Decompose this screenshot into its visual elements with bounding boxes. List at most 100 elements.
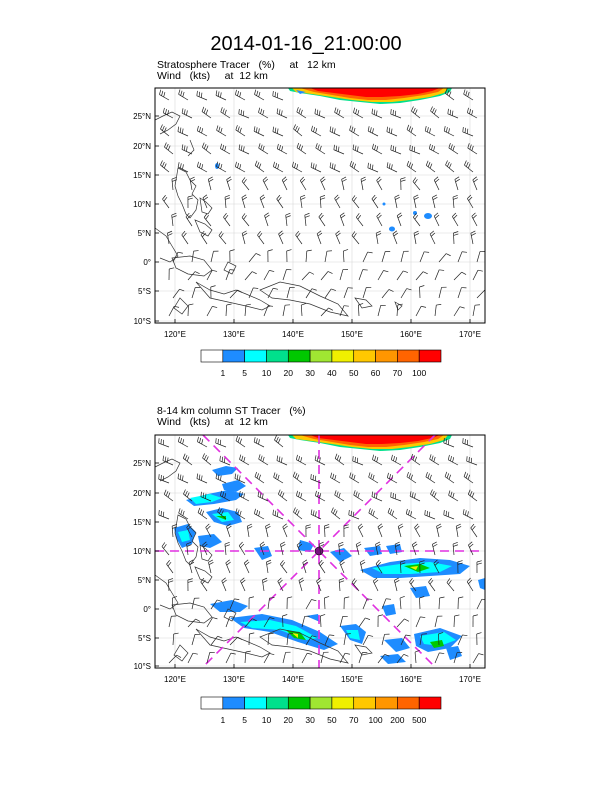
wind-barb	[377, 654, 386, 664]
wind-barb	[443, 442, 455, 448]
wind-barb	[334, 198, 341, 209]
wind-barb	[248, 253, 257, 263]
wind-barb	[241, 217, 250, 227]
wind-barb	[330, 477, 341, 484]
wind-barb	[334, 458, 345, 466]
wind-barb	[224, 197, 227, 209]
lon-tick-label: 120°E	[164, 675, 186, 684]
wind-barb	[396, 654, 405, 664]
wind-barb	[413, 217, 421, 227]
wind-barb	[163, 112, 174, 119]
wind-barb	[172, 252, 179, 263]
lat-tick-label: 5°N	[138, 576, 152, 585]
wind-barb	[197, 130, 208, 137]
lon-tick-label: 140°E	[282, 330, 304, 339]
wind-barb	[372, 148, 383, 155]
wind-barb	[434, 616, 438, 628]
wind-barb	[264, 215, 269, 227]
bottom-coastlines	[155, 458, 373, 664]
wind-barb	[324, 288, 332, 299]
wind-barb	[375, 563, 383, 574]
wind-barb	[240, 580, 246, 592]
wind-barb	[430, 493, 440, 502]
lon-tick-label: 170°E	[459, 330, 481, 339]
wind-barb	[286, 287, 291, 299]
wind-barb	[315, 495, 326, 502]
wind-barb	[339, 616, 344, 628]
lat-tick-label: 15°N	[133, 171, 151, 180]
wind-barb	[200, 581, 208, 592]
wind-barb	[438, 253, 447, 263]
wind-barb	[229, 289, 238, 299]
wind-barb	[257, 496, 269, 502]
wind-barb	[371, 198, 379, 209]
colorbar-label: 70	[393, 368, 403, 378]
wind-barb	[197, 512, 208, 520]
wind-barb	[390, 113, 402, 119]
wind-barb	[177, 131, 189, 137]
wind-barb	[258, 458, 269, 466]
lat-tick-label: 15°N	[133, 518, 151, 527]
wind-barb	[434, 652, 440, 664]
wind-barb	[433, 179, 440, 191]
wind-barb	[358, 652, 363, 664]
wind-barb	[468, 494, 478, 502]
colorbar-label: 20	[284, 715, 294, 725]
wind-barb	[362, 598, 368, 610]
wind-barb	[243, 562, 250, 574]
colorbar-swatch	[331, 349, 355, 363]
bottom-tracer-field	[174, 435, 485, 664]
wind-barb	[263, 653, 270, 664]
wind-barb	[425, 130, 436, 137]
wind-barb	[371, 496, 383, 502]
wind-barb	[468, 544, 474, 556]
colorbar-swatch	[331, 696, 355, 710]
wind-barb	[253, 130, 265, 137]
wind-barb	[305, 635, 313, 646]
wind-barb	[362, 251, 368, 263]
wind-barb	[338, 544, 341, 556]
wind-barb	[324, 525, 326, 538]
wind-barb	[282, 652, 286, 664]
wind-barb	[286, 634, 289, 646]
wind-barb	[239, 459, 250, 466]
wind-barb	[352, 460, 364, 466]
wind-barb	[429, 458, 440, 466]
wind-barb	[177, 166, 189, 173]
wind-barb	[267, 598, 270, 610]
colorbar-label: 100	[368, 715, 382, 725]
wind-barb	[472, 653, 479, 664]
lat-tick-label: 0°	[143, 258, 151, 267]
colorbar-label: 50	[327, 715, 337, 725]
lat-tick-label: 10°S	[134, 317, 151, 326]
colorbar-swatch	[222, 349, 245, 363]
wind-barb	[206, 270, 213, 281]
wind-barb	[305, 251, 308, 263]
wind-barb	[452, 197, 455, 209]
colorbar-swatch	[418, 696, 442, 710]
wind-barb	[296, 495, 307, 502]
wind-barb	[470, 233, 474, 245]
wind-barb	[476, 598, 483, 610]
wind-barb	[338, 580, 341, 592]
wind-barb	[263, 270, 270, 281]
wind-barb	[229, 636, 238, 646]
wind-barb	[224, 544, 227, 556]
wind-barb	[191, 634, 196, 646]
wind-barb	[244, 271, 253, 281]
wind-barb	[372, 459, 383, 466]
wind-barb	[171, 526, 174, 538]
wind-barb	[217, 511, 227, 520]
wind-barb	[377, 526, 383, 538]
wind-barb	[376, 180, 383, 191]
wind-barb	[357, 526, 364, 538]
wind-barb	[400, 288, 407, 299]
wind-barb	[409, 581, 417, 592]
wind-barb	[266, 562, 269, 574]
wind-barb	[202, 544, 208, 556]
lat-tick-label: 25°N	[133, 459, 151, 468]
wind-barb	[159, 94, 170, 101]
wind-barb	[254, 476, 265, 484]
wind-barb	[355, 217, 364, 227]
wind-barb	[320, 271, 329, 281]
